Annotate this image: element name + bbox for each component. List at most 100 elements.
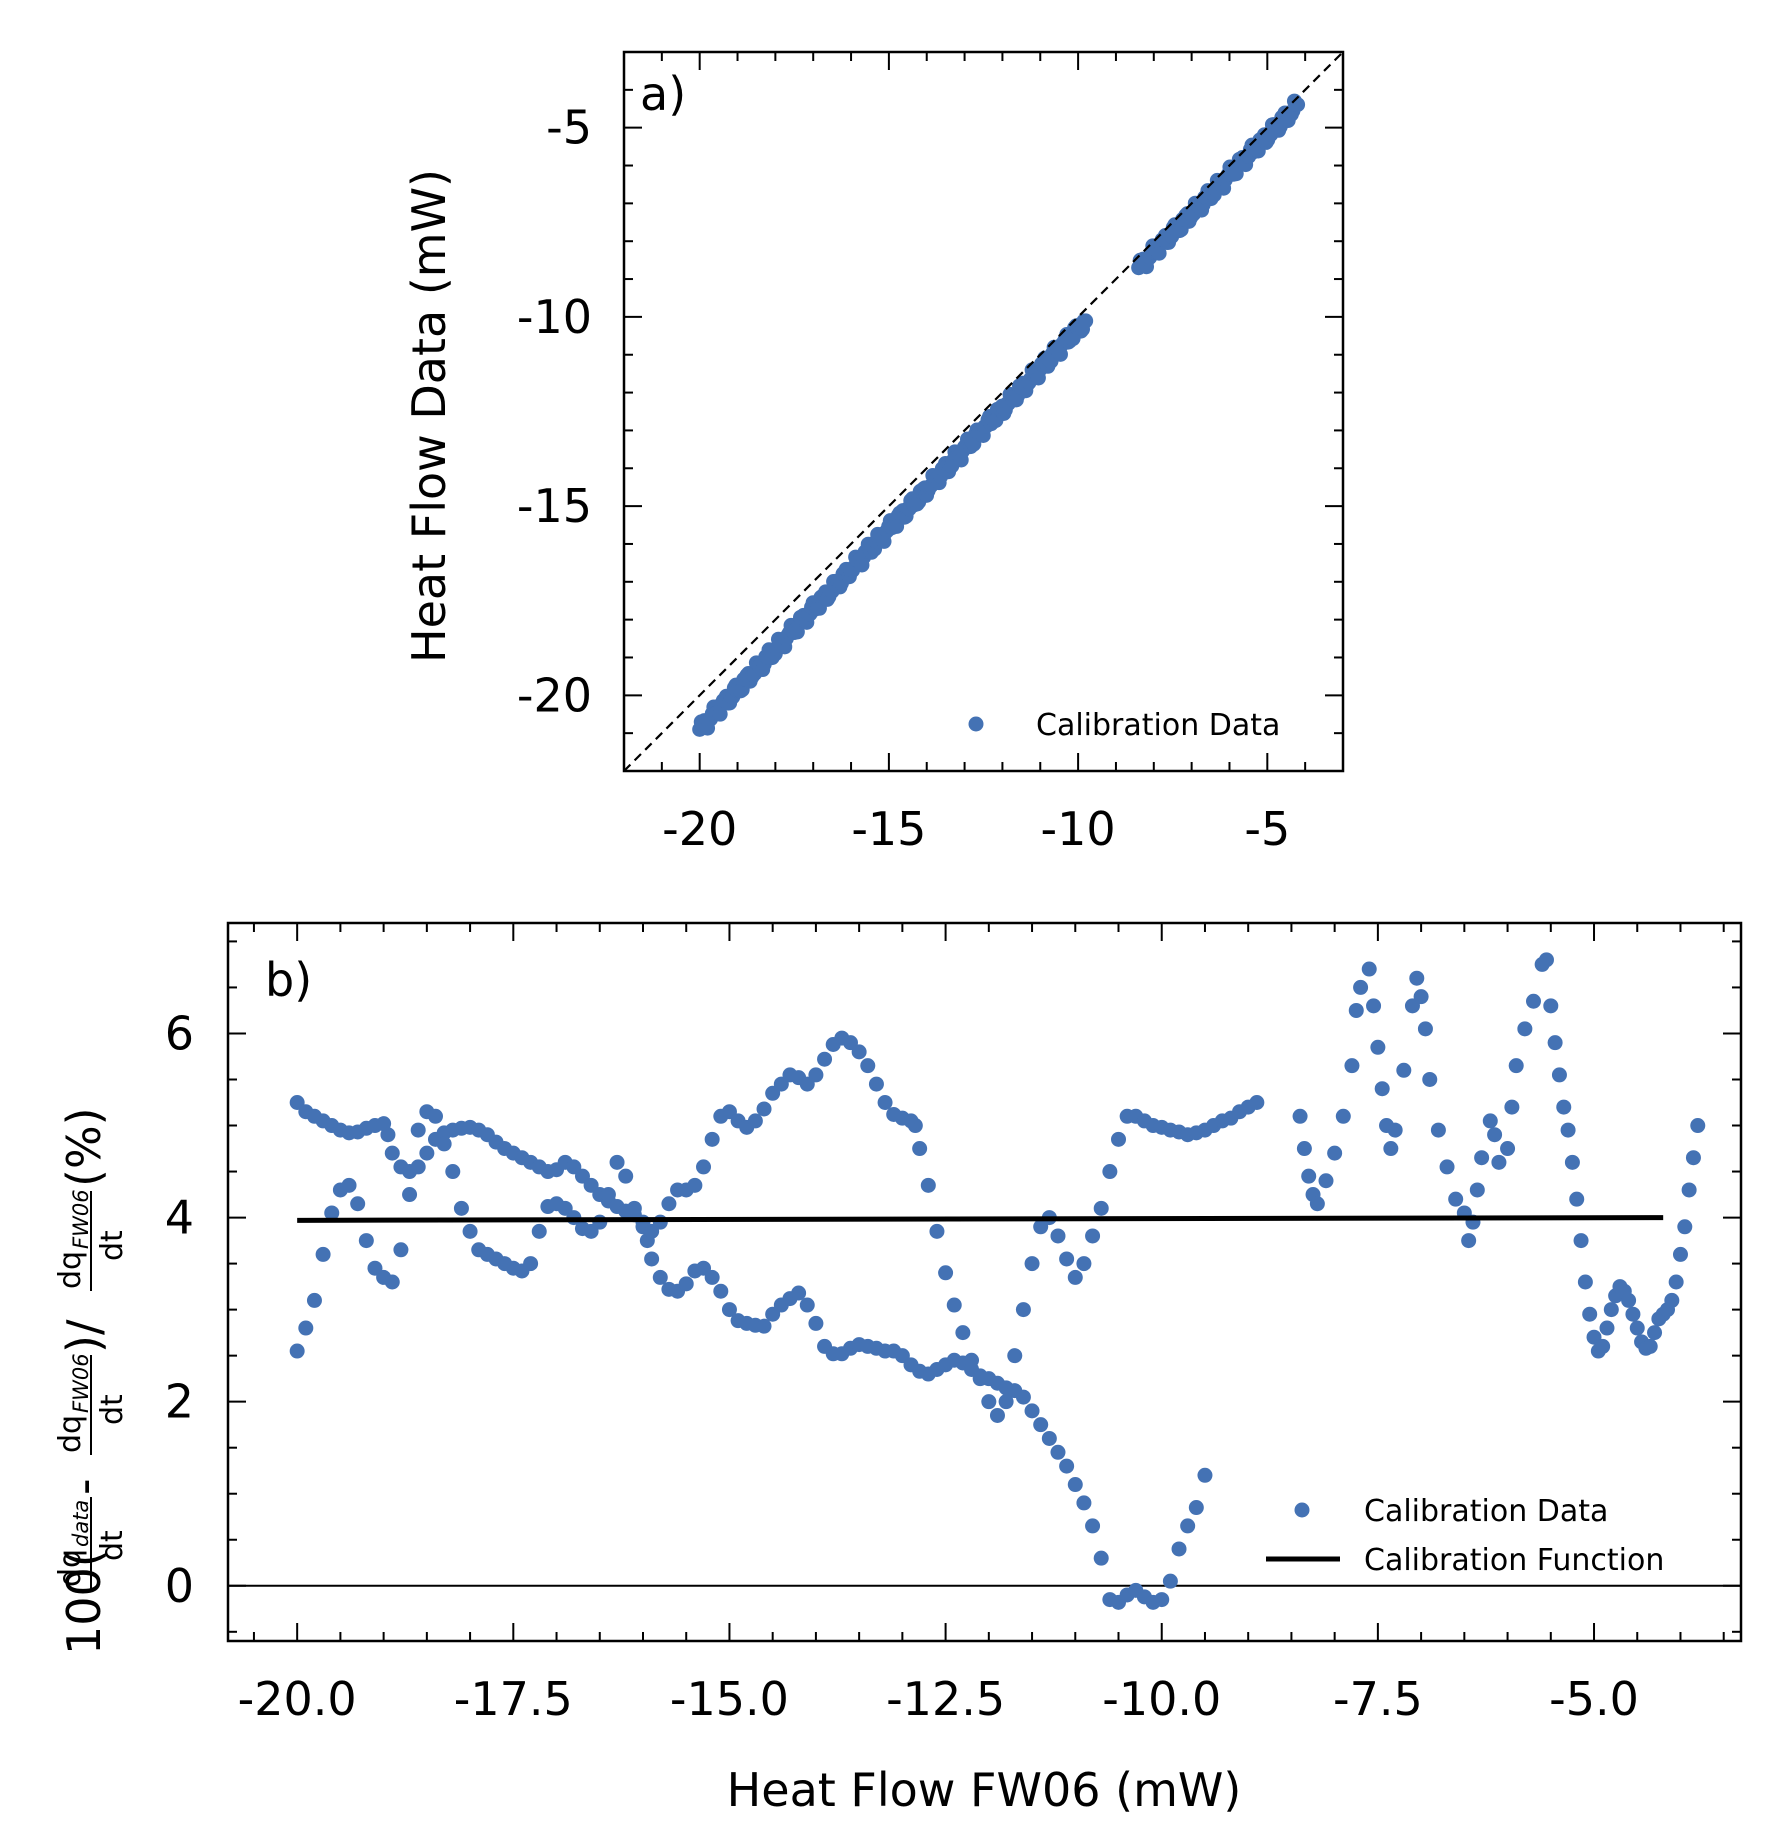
panel-b-ticks: -20.0 -17.5 -15.0 -12.5 -10.0 -7.5 -5.0 0 2 4 6 [165,923,1741,1726]
panel-b-data-point [1422,1071,1438,1087]
ylabel-prefix: 100( [57,1549,111,1655]
panel-b-data-point [1396,1062,1412,1078]
panel-b-data-point [1500,1141,1516,1157]
panel-b-data-point [704,1269,720,1285]
panel-b-data-point [1335,1108,1351,1124]
panel-b-data-point [1469,1182,1485,1198]
panel-b-x-tick-label: -7.5 [1333,1672,1423,1726]
panel-b-data-point [652,1214,668,1230]
panel-b-x-tick-label: -20.0 [238,1672,357,1726]
panel-b-data-point [1538,952,1554,968]
panel-a-data-point [1078,313,1094,329]
panel-b-data-point [1348,1002,1364,1018]
panel-b-data-point [1085,1228,1101,1244]
panel-b-data-point [998,1394,1014,1410]
panel-b-data-point [1059,1458,1075,1474]
panel-b-data-point [298,1320,314,1336]
panel-b-legend-marker-data [1294,1502,1310,1518]
panel-b-data-point [1361,961,1377,977]
panel-b-data-point [989,1407,1005,1423]
panel-a-label: a) [640,67,686,121]
panel-b-data-point [1007,1348,1023,1364]
panel-a-y-tick-label: -5 [546,101,592,155]
panel-b-data-point [1556,1099,1572,1115]
panel-b-data-point [609,1154,625,1170]
panel-b-data-point [324,1205,340,1221]
panel-b-data-point [1577,1274,1593,1290]
panel-b-data-point [704,1131,720,1147]
panel-b-data-point [1292,1108,1308,1124]
panel-a-data-point [1290,97,1306,113]
panel-b-data-point [523,1256,539,1272]
panel-b-y-axis-label: 100( dq data dt - dq FW06 dt )/ dq FW06 … [53,1107,130,1655]
panel-b-data-point [721,1302,737,1318]
panel-a-y-tick-label: -10 [517,290,592,344]
panel-b-data-point [981,1394,997,1410]
panel-b-data-point [1180,1518,1196,1534]
panel-b-data-point [1024,1256,1040,1272]
panel-a-ticks: -20 -15 -10 -5 -20 -15 -10 -5 [517,52,1343,856]
panel-b-legend: Calibration Data Calibration Function [1266,1494,1664,1578]
panel-b-data-point [1093,1200,1109,1216]
panel-b-data-point [1595,1338,1611,1354]
panel-b-data-point [1664,1292,1680,1308]
panel-b-data-point [1076,1256,1092,1272]
panel-b-data-point [1033,1417,1049,1433]
panel-b-data-point [393,1242,409,1258]
panel-b-data-point [306,1292,322,1308]
panel-b-data-point [380,1127,396,1143]
panel-b-legend-label-data: Calibration Data [1364,1494,1608,1529]
panel-b-label: b) [265,953,312,1007]
panel-b-data-point [1154,1592,1170,1608]
panel-b-data-point [626,1200,642,1216]
ylabel-numerator-fw06-2: dq [53,1251,88,1289]
panel-b-data-point [453,1200,469,1216]
panel-b-data-point [1551,1067,1567,1083]
panel-b-data-point [315,1246,331,1262]
panel-b-data-point [696,1159,712,1175]
panel-b-data-point [1504,1099,1520,1115]
panel-b-data-point [410,1159,426,1175]
panel-b-data-point [817,1051,833,1067]
panel-b-data-point [384,1145,400,1161]
panel-b-data-point [1482,1113,1498,1129]
ylabel-subscript-fw06-1: FW06 [69,1353,93,1413]
panel-b-data-point [860,1058,876,1074]
panel-b-y-tick-label: 6 [165,1006,194,1060]
panel-b-data-point [1162,1573,1178,1589]
panel-b-data-point [1409,970,1425,986]
panel-b-data-point [1366,998,1382,1014]
panel-b-x-tick-label: -15.0 [670,1672,789,1726]
panel-b-data-point [756,1318,772,1334]
panel-b-x-tick-label: -5.0 [1549,1672,1639,1726]
panel-b-data-point [1642,1338,1658,1354]
panel-b-data-point [1625,1306,1641,1322]
panel-b-data-point [427,1108,443,1124]
panel-a-x-tick-label: -5 [1244,802,1290,856]
ylabel-suffix: (%) [57,1107,111,1187]
panel-b-data-point [1569,1191,1585,1207]
panel-b-data-point [1690,1118,1706,1134]
panel-a-legend: Calibration Data [968,708,1280,743]
panel-b-data-point [358,1233,374,1249]
panel-a-points [692,93,1306,737]
panel-a-legend-marker [968,716,984,732]
panel-b-data-point [756,1101,772,1117]
panel-b-data-point [600,1187,616,1203]
panel-b-data-point [1383,1141,1399,1157]
panel-b-data-point [1111,1131,1127,1147]
panel-b-data-point [1582,1306,1598,1322]
panel-b-data-point [531,1223,547,1239]
panel-b-data-point [1093,1550,1109,1566]
panel-b-data-point [1067,1269,1083,1285]
ylabel-subscript-fw06-2: FW06 [69,1189,93,1249]
panel-b-data-point [1668,1274,1684,1290]
panel-b-data-point [1102,1164,1118,1180]
panel-b-data-point [1387,1122,1403,1138]
ylabel-subscript-data: data [69,1500,93,1547]
panel-b-data-point [964,1352,980,1368]
panel-b-data-point [1417,1021,1433,1037]
panel-b-y-tick-label: 0 [165,1559,194,1613]
panel-b-data-point [1353,979,1369,995]
panel-b-data-point [1681,1182,1697,1198]
